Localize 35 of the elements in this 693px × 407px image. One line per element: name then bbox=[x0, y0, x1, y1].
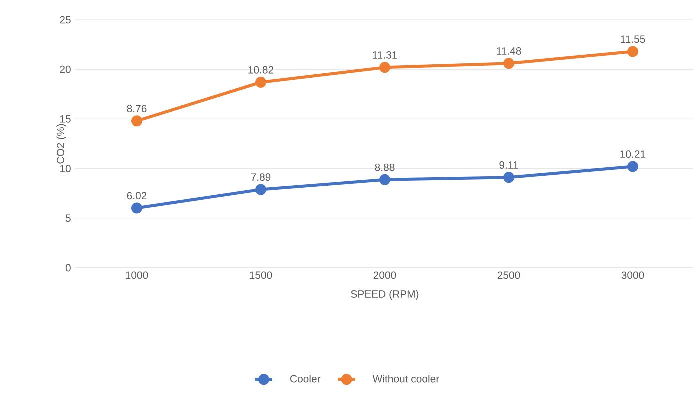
annotation: 11.31 bbox=[373, 52, 398, 59]
annotation: 10.82 bbox=[248, 66, 274, 74]
legend-label: Without cooler bbox=[372, 375, 440, 383]
x-tick-label: 1500 bbox=[250, 272, 272, 280]
point bbox=[132, 116, 142, 127]
point bbox=[504, 58, 515, 70]
y-tick-label: 5 bbox=[66, 214, 71, 222]
annotation: 11.48 bbox=[497, 48, 522, 55]
x-tick-label: 3000 bbox=[622, 272, 644, 280]
data-label: 6.02 bbox=[127, 192, 147, 200]
data-label: 9.11 bbox=[500, 162, 518, 169]
point bbox=[628, 46, 639, 58]
point bbox=[380, 174, 391, 186]
x-axis-title: SPEED (RPM) bbox=[351, 290, 419, 300]
annotation: 11.55 bbox=[621, 36, 646, 44]
point bbox=[132, 202, 142, 214]
y-tick-label: 20 bbox=[60, 66, 71, 74]
x-tick-label: 1000 bbox=[126, 272, 148, 280]
point bbox=[628, 161, 639, 172]
y-tick-label: 0 bbox=[66, 264, 71, 272]
y-axis-title: CO2 (%) bbox=[56, 124, 67, 164]
data-label: 7.89 bbox=[251, 174, 271, 182]
annotation: 8.76 bbox=[127, 105, 147, 113]
y-tick-label: 10 bbox=[60, 165, 71, 173]
point bbox=[256, 76, 267, 88]
data-label: 10.21 bbox=[620, 150, 646, 158]
point bbox=[256, 184, 267, 196]
y-tick-label: 25 bbox=[60, 16, 71, 24]
y-tick-label: 15 bbox=[60, 116, 71, 123]
x-tick-label: 2000 bbox=[374, 272, 396, 280]
point bbox=[504, 172, 515, 184]
data-label: 8.88 bbox=[375, 164, 395, 172]
legend-label: Cooler bbox=[290, 375, 321, 383]
point bbox=[380, 62, 391, 74]
x-tick-label: 2500 bbox=[498, 272, 520, 280]
